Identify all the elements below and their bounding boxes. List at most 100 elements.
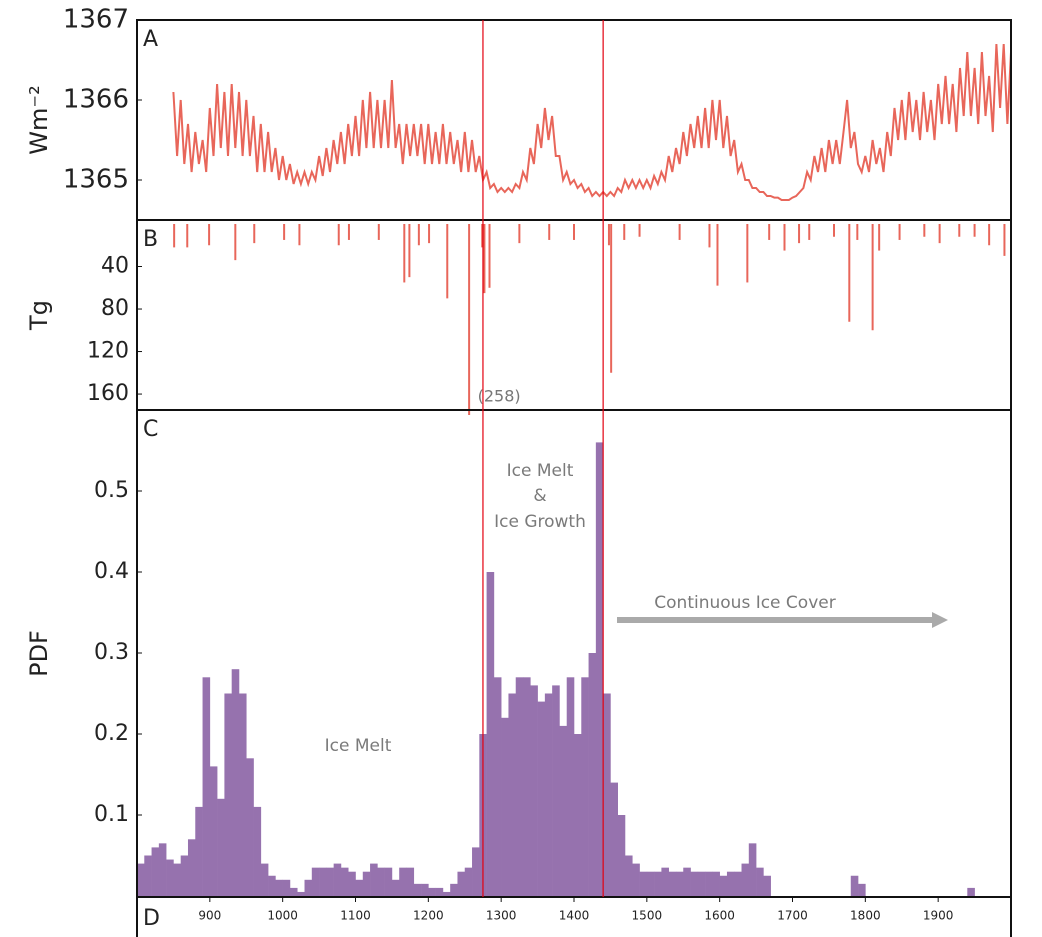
histogram-bar bbox=[697, 871, 706, 896]
y-axis-title: Wm⁻² bbox=[25, 85, 53, 154]
histogram-bar bbox=[523, 677, 531, 896]
bar-group bbox=[173, 224, 1006, 415]
histogram-bar bbox=[260, 863, 269, 896]
histogram-bar bbox=[340, 867, 349, 896]
histogram-bar bbox=[377, 867, 385, 896]
histogram-bar bbox=[428, 887, 436, 896]
histogram-bar bbox=[603, 693, 611, 896]
histogram-bar bbox=[756, 867, 764, 896]
histogram-bar bbox=[173, 863, 181, 896]
histogram-bar bbox=[362, 871, 371, 896]
y-tick-label: 0.5 bbox=[94, 478, 129, 503]
y-tick-label: 0.4 bbox=[94, 559, 129, 584]
panel-frame bbox=[136, 19, 1012, 221]
histogram-bar bbox=[501, 717, 509, 896]
histogram-bar bbox=[231, 669, 240, 896]
histogram-bar bbox=[158, 843, 167, 896]
histogram-bar bbox=[632, 863, 640, 896]
histogram-bar bbox=[486, 572, 495, 896]
x-tick-label: 1900 bbox=[923, 909, 954, 923]
x-tick-label: 1800 bbox=[850, 909, 881, 923]
irradiance-line bbox=[172, 43, 1012, 201]
histogram-bar bbox=[450, 883, 458, 896]
histogram-bar bbox=[238, 693, 247, 896]
histogram-bar bbox=[457, 871, 466, 896]
histogram-bar bbox=[137, 863, 145, 896]
histogram-bar bbox=[217, 798, 225, 896]
histogram-bar bbox=[282, 879, 291, 896]
histogram-bar bbox=[683, 867, 691, 896]
histogram-bar bbox=[668, 871, 677, 896]
histogram-bar bbox=[552, 685, 560, 896]
histogram-bar bbox=[253, 806, 262, 896]
histogram-bar bbox=[566, 677, 575, 896]
histogram-bar bbox=[268, 875, 276, 896]
histogram-bar bbox=[406, 867, 415, 896]
arrow-head bbox=[932, 612, 948, 628]
histogram-bar bbox=[624, 855, 633, 896]
histogram-bar bbox=[275, 879, 283, 896]
histogram-bar bbox=[195, 806, 203, 896]
histogram-bar bbox=[333, 863, 342, 896]
histogram-bar bbox=[741, 863, 750, 896]
histogram-bar bbox=[180, 855, 189, 896]
histogram-bar bbox=[858, 883, 866, 896]
annotation: Continuous Ice Cover bbox=[654, 593, 835, 613]
y-tick-label: 0.3 bbox=[94, 640, 129, 665]
histogram-bar bbox=[537, 701, 546, 896]
x-tick-label: 1000 bbox=[267, 909, 298, 923]
y-tick-label: 1366 bbox=[63, 85, 129, 115]
y-tick-label: 80 bbox=[101, 296, 129, 321]
x-tick-label: 1400 bbox=[559, 909, 590, 923]
histogram-bar bbox=[391, 879, 400, 896]
histogram-bar bbox=[348, 871, 356, 896]
histogram-bar bbox=[530, 685, 538, 896]
annotation: Ice Growth bbox=[494, 512, 586, 532]
y-tick-label: 1365 bbox=[63, 165, 129, 195]
x-tick-label: 1100 bbox=[340, 909, 371, 923]
histogram-bar bbox=[304, 879, 313, 896]
histogram-bar bbox=[464, 867, 473, 896]
y-axis-title: PDF bbox=[25, 630, 53, 677]
x-tick-label: 1300 bbox=[486, 909, 517, 923]
annotation: Ice Melt bbox=[507, 461, 574, 481]
histogram-bar bbox=[493, 677, 502, 896]
histogram-bar bbox=[246, 758, 254, 896]
y-tick-label: 160 bbox=[87, 381, 129, 406]
panel-letter: B bbox=[143, 227, 158, 252]
histogram-bar bbox=[187, 839, 196, 896]
histogram-bar bbox=[442, 891, 451, 896]
y-tick-label: 0.1 bbox=[94, 802, 129, 827]
histogram-bar bbox=[144, 855, 152, 896]
histogram-bar bbox=[588, 653, 597, 896]
y-tick-label: 120 bbox=[87, 339, 129, 364]
annotation: & bbox=[533, 486, 546, 506]
y-axis-title: Tg bbox=[25, 300, 53, 331]
histogram-bar bbox=[705, 871, 713, 896]
histogram-bar bbox=[421, 883, 429, 896]
histogram-bar bbox=[748, 843, 757, 896]
histogram-bar bbox=[370, 863, 378, 896]
histogram-bar bbox=[311, 867, 320, 896]
histogram-bar bbox=[719, 875, 728, 896]
histogram-bar bbox=[559, 725, 568, 896]
histogram-bar bbox=[515, 677, 524, 896]
x-tick-label: 900 bbox=[198, 909, 221, 923]
panel-letter: A bbox=[143, 27, 158, 52]
histogram-bar bbox=[166, 859, 174, 896]
y-tick-label: 0.2 bbox=[94, 721, 129, 746]
histogram-bar bbox=[326, 867, 334, 896]
histogram-bar bbox=[610, 782, 618, 896]
x-tick-label: 1500 bbox=[632, 909, 663, 923]
x-tick-label: 1200 bbox=[413, 909, 444, 923]
histogram-bar bbox=[646, 871, 655, 896]
histogram-bar bbox=[712, 871, 720, 896]
histogram-bar bbox=[734, 871, 742, 896]
histogram-bar bbox=[209, 766, 218, 896]
value-label: (258) bbox=[478, 387, 521, 406]
histogram-bar bbox=[384, 867, 393, 896]
histogram-bar bbox=[413, 883, 422, 896]
histogram-bar bbox=[355, 879, 364, 896]
histogram-bar bbox=[967, 887, 975, 896]
histogram-bar bbox=[435, 887, 444, 896]
